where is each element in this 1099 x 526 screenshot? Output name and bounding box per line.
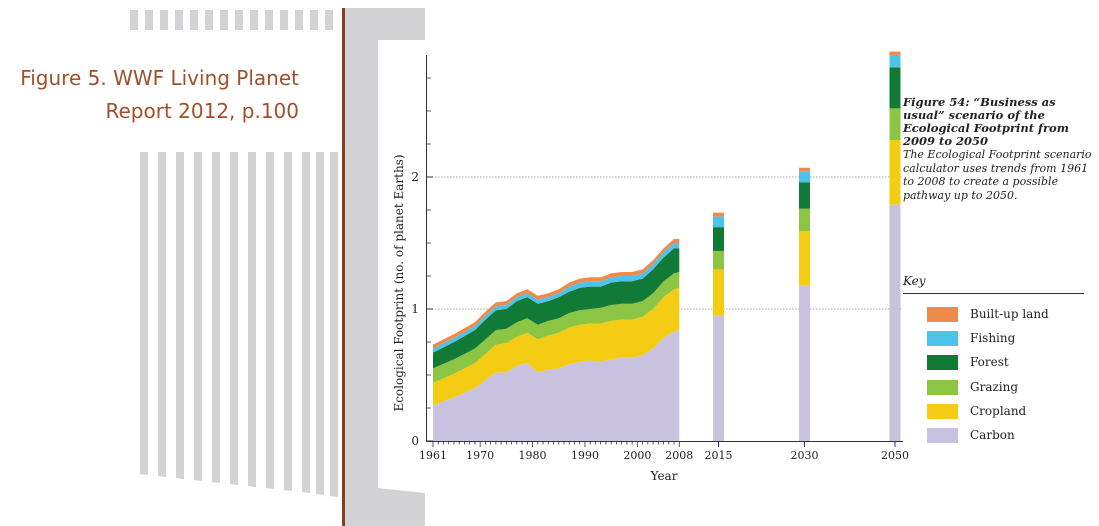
bar-2015-grazing	[713, 250, 724, 270]
bar-2015-built-up-land	[713, 212, 724, 217]
x-tick-label-2000: 2000	[623, 449, 651, 462]
y-axis-label: Ecological Footprint (no. of planet Eart…	[392, 154, 406, 411]
top-stripes	[130, 10, 333, 30]
x-tick-label-2030: 2030	[791, 449, 819, 462]
legend-title: Key	[903, 274, 926, 288]
legend-swatch-grazing	[927, 379, 958, 395]
legend-swatch-forest	[927, 355, 958, 371]
bar-2050-forest	[889, 67, 901, 109]
side-panel	[345, 8, 425, 526]
legend-divider	[903, 293, 1084, 294]
bar-2030-grazing	[799, 208, 810, 232]
caption-body: The Ecological Footprint scenario calcul…	[903, 148, 1092, 202]
legend-label-built-up-land: Built-up land	[970, 307, 1049, 321]
area-grazing	[433, 272, 680, 383]
x-tick-label-1990: 1990	[571, 449, 599, 462]
legend-swatch-fishing	[927, 331, 958, 347]
area-carbon	[433, 330, 680, 441]
y-tick-label-0: 0	[411, 434, 419, 448]
bar-2030-fishing	[799, 171, 810, 183]
bar-2030-forest	[799, 182, 810, 209]
legend-item-grazing: Grazing	[927, 379, 1049, 404]
bar-2030-built-up-land	[799, 167, 810, 172]
legend-label-cropland: Cropland	[970, 403, 1027, 418]
x-tick-label-2015: 2015	[705, 449, 733, 462]
legend-item-forest: Forest	[927, 355, 1049, 379]
legend-item-built-up-land: Built-up land	[927, 307, 1049, 331]
legend-item-fishing: Fishing	[927, 331, 1049, 355]
area-built-up-land	[433, 239, 680, 349]
legend-swatch-built-up-land	[927, 307, 958, 322]
bar-2015-fishing	[713, 216, 724, 228]
bar-2050-grazing	[889, 108, 901, 141]
bar-2015-forest	[713, 227, 724, 251]
area-forest	[433, 248, 680, 369]
bar-2015-cropland	[713, 269, 724, 316]
bar-2050-cropland	[889, 140, 901, 205]
x-tick-label-1970: 1970	[466, 449, 494, 462]
bar-2015-carbon	[713, 315, 724, 441]
x-tick-label-1961: 1961	[419, 449, 447, 462]
slide-title-line-1: Figure 5. WWF Living Planet	[20, 66, 299, 90]
y-tick-label-1: 1	[411, 302, 419, 316]
legend-label-grazing: Grazing	[970, 379, 1019, 394]
area-fishing	[433, 243, 680, 353]
x-tick-label-1980: 1980	[519, 449, 547, 462]
accent-bar	[342, 8, 345, 526]
caption-title: Figure 54: “Business as usual” scenario …	[903, 95, 1069, 148]
axes: 0 1 2 1961 1970 1980 1990 2000 2008 2015 2030 2050	[411, 55, 909, 462]
legend-swatch-carbon	[927, 427, 958, 443]
x-tick-label-2050: 2050	[881, 449, 909, 462]
stacked-areas	[433, 239, 680, 441]
legend-item-cropland: Cropland	[927, 403, 1049, 428]
y-tick-label-2: 2	[411, 170, 419, 184]
legend-label-carbon: Carbon	[970, 427, 1015, 442]
lower-stripes	[140, 152, 338, 497]
bar-2030-carbon	[799, 285, 810, 441]
area-cropland	[433, 287, 680, 406]
legend-label-forest: Forest	[970, 355, 1009, 370]
slide-title: Figure 5. WWF Living Planet Report 2012,…	[0, 62, 299, 128]
bar-2050-carbon	[889, 204, 901, 441]
legend-item-carbon: Carbon	[927, 427, 1049, 452]
legend-swatch-cropland	[927, 403, 958, 419]
x-tick-label-2008: 2008	[665, 449, 693, 462]
bar-2050-fishing	[889, 55, 901, 68]
bar-2050-built-up-land	[889, 51, 901, 56]
legend-label-fishing: Fishing	[970, 331, 1016, 346]
legend: Built-up land Fishing Forest Grazing Croplan…	[927, 307, 1049, 452]
slide-title-line-2: Report 2012, p.100	[105, 99, 300, 123]
figure-caption: Figure 54: “Business as usual” scenario …	[903, 96, 1095, 202]
x-axis-label: Year	[650, 469, 678, 483]
projection-bars	[713, 51, 901, 441]
bar-2030-cropland	[799, 231, 810, 286]
